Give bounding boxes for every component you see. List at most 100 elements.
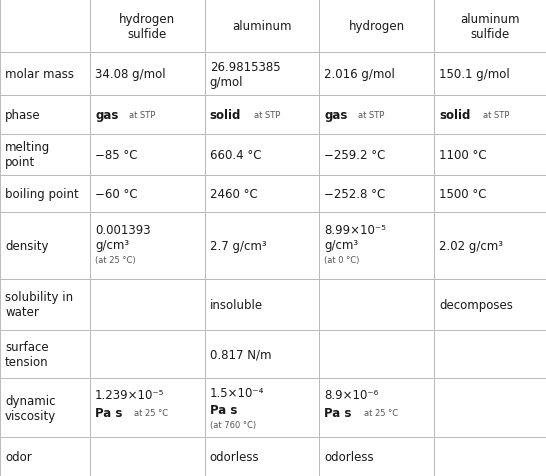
Text: Pa s: Pa s <box>324 406 352 419</box>
Bar <box>319 53 434 96</box>
Bar <box>319 213 434 279</box>
Bar <box>205 378 319 437</box>
Bar <box>0 0 90 53</box>
Text: insoluble: insoluble <box>210 298 263 311</box>
Text: solid: solid <box>439 109 471 122</box>
Bar <box>434 135 546 175</box>
Text: 2460 °C: 2460 °C <box>210 188 258 201</box>
Text: 2.016 g/mol: 2.016 g/mol <box>324 68 395 81</box>
Bar <box>434 330 546 378</box>
Bar <box>90 378 205 437</box>
Bar <box>0 213 90 279</box>
Text: (at 25 °C): (at 25 °C) <box>95 256 136 265</box>
Text: (at 760 °C): (at 760 °C) <box>210 420 256 429</box>
Bar <box>319 96 434 135</box>
Text: solubility in
water: solubility in water <box>5 291 73 319</box>
Text: at STP: at STP <box>254 111 281 119</box>
Bar <box>319 330 434 378</box>
Bar <box>90 213 205 279</box>
Text: 8.9×10⁻⁶: 8.9×10⁻⁶ <box>324 388 379 401</box>
Bar <box>90 330 205 378</box>
Text: 34.08 g/mol: 34.08 g/mol <box>95 68 166 81</box>
Bar <box>205 135 319 175</box>
Bar <box>434 437 546 476</box>
Bar <box>0 175 90 213</box>
Text: hydrogen
sulfide: hydrogen sulfide <box>120 12 175 40</box>
Text: odorless: odorless <box>324 450 374 463</box>
Text: 26.9815385
g/mol: 26.9815385 g/mol <box>210 60 281 89</box>
Bar <box>0 135 90 175</box>
Text: −252.8 °C: −252.8 °C <box>324 188 385 201</box>
Bar <box>319 0 434 53</box>
Text: melting
point: melting point <box>5 141 50 169</box>
Bar <box>0 330 90 378</box>
Bar <box>205 437 319 476</box>
Bar <box>90 279 205 330</box>
Text: molar mass: molar mass <box>5 68 74 81</box>
Bar <box>434 175 546 213</box>
Text: −85 °C: −85 °C <box>95 149 138 161</box>
Bar <box>434 96 546 135</box>
Text: (at 0 °C): (at 0 °C) <box>324 256 360 265</box>
Text: Pa s: Pa s <box>95 406 122 419</box>
Bar <box>0 96 90 135</box>
Bar <box>319 437 434 476</box>
Bar <box>434 0 546 53</box>
Text: odorless: odorless <box>210 450 259 463</box>
Text: solid: solid <box>210 109 241 122</box>
Bar <box>205 330 319 378</box>
Bar <box>319 378 434 437</box>
Text: density: density <box>5 240 49 253</box>
Bar <box>90 0 205 53</box>
Text: decomposes: decomposes <box>439 298 513 311</box>
Text: 1.239×10⁻⁵: 1.239×10⁻⁵ <box>95 388 164 401</box>
Text: gas: gas <box>95 109 118 122</box>
Text: surface
tension: surface tension <box>5 340 49 368</box>
Bar <box>0 378 90 437</box>
Text: 8.99×10⁻⁵: 8.99×10⁻⁵ <box>324 223 386 236</box>
Text: g/cm³: g/cm³ <box>95 239 129 252</box>
Text: −60 °C: −60 °C <box>95 188 138 201</box>
Text: at STP: at STP <box>483 111 510 119</box>
Bar <box>434 213 546 279</box>
Text: boiling point: boiling point <box>5 188 79 201</box>
Text: 1500 °C: 1500 °C <box>439 188 486 201</box>
Text: 660.4 °C: 660.4 °C <box>210 149 261 161</box>
Bar <box>205 0 319 53</box>
Text: 150.1 g/mol: 150.1 g/mol <box>439 68 510 81</box>
Text: at STP: at STP <box>129 111 156 119</box>
Bar <box>90 96 205 135</box>
Bar <box>90 175 205 213</box>
Bar <box>0 53 90 96</box>
Text: at STP: at STP <box>358 111 385 119</box>
Bar <box>319 175 434 213</box>
Text: at 25 °C: at 25 °C <box>134 408 168 417</box>
Bar <box>319 279 434 330</box>
Bar <box>205 53 319 96</box>
Text: 2.7 g/cm³: 2.7 g/cm³ <box>210 240 266 253</box>
Bar <box>90 135 205 175</box>
Text: 2.02 g/cm³: 2.02 g/cm³ <box>439 240 503 253</box>
Bar <box>0 279 90 330</box>
Text: 1.5×10⁻⁴: 1.5×10⁻⁴ <box>210 386 264 399</box>
Text: odor: odor <box>5 450 32 463</box>
Text: dynamic
viscosity: dynamic viscosity <box>5 394 56 422</box>
Bar <box>434 378 546 437</box>
Text: gas: gas <box>324 109 348 122</box>
Text: aluminum
sulfide: aluminum sulfide <box>460 12 520 40</box>
Bar <box>205 175 319 213</box>
Text: hydrogen: hydrogen <box>349 20 405 33</box>
Bar <box>90 53 205 96</box>
Text: −259.2 °C: −259.2 °C <box>324 149 386 161</box>
Text: 0.817 N/m: 0.817 N/m <box>210 347 271 361</box>
Bar <box>205 279 319 330</box>
Text: at 25 °C: at 25 °C <box>364 408 397 417</box>
Text: 0.001393: 0.001393 <box>95 223 151 236</box>
Bar <box>90 437 205 476</box>
Bar <box>434 53 546 96</box>
Text: Pa s: Pa s <box>210 403 237 416</box>
Text: aluminum: aluminum <box>233 20 292 33</box>
Bar <box>205 96 319 135</box>
Text: 1100 °C: 1100 °C <box>439 149 486 161</box>
Text: g/cm³: g/cm³ <box>324 239 359 252</box>
